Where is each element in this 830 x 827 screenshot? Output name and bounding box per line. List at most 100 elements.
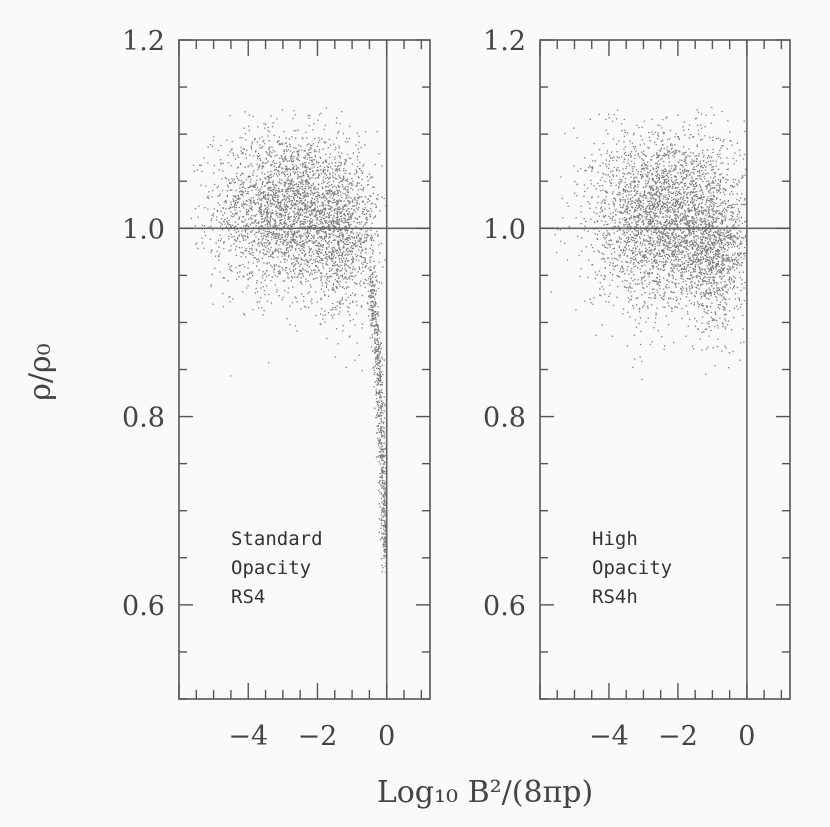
data-point bbox=[379, 344, 381, 346]
data-point bbox=[370, 295, 372, 297]
data-point bbox=[337, 343, 339, 345]
data-point bbox=[253, 199, 255, 202]
data-point bbox=[373, 186, 375, 188]
data-point bbox=[332, 273, 334, 275]
data-point bbox=[334, 261, 336, 263]
data-point bbox=[732, 259, 734, 261]
data-point bbox=[376, 412, 379, 414]
data-point bbox=[298, 211, 300, 213]
data-point bbox=[376, 437, 379, 439]
data-point bbox=[656, 154, 658, 156]
data-point bbox=[322, 231, 325, 233]
data-point bbox=[221, 229, 224, 231]
data-point bbox=[279, 272, 281, 274]
data-point bbox=[372, 305, 374, 307]
data-point bbox=[230, 249, 232, 251]
data-point bbox=[267, 212, 269, 214]
data-point bbox=[349, 302, 351, 305]
data-point bbox=[269, 225, 272, 228]
data-point bbox=[331, 221, 333, 223]
data-point bbox=[695, 212, 697, 214]
data-point bbox=[361, 256, 363, 258]
data-point bbox=[317, 194, 319, 197]
data-point bbox=[643, 222, 645, 224]
data-point bbox=[649, 213, 651, 215]
data-point bbox=[312, 129, 314, 131]
data-point bbox=[336, 249, 339, 252]
data-point bbox=[264, 208, 266, 211]
data-point bbox=[648, 220, 650, 223]
data-point bbox=[301, 202, 303, 205]
data-point bbox=[285, 253, 287, 255]
data-point bbox=[301, 252, 303, 254]
data-point bbox=[314, 269, 316, 271]
data-point bbox=[635, 254, 637, 256]
data-point bbox=[333, 230, 335, 233]
data-point bbox=[324, 240, 326, 242]
data-point bbox=[268, 251, 270, 253]
data-point bbox=[361, 266, 364, 268]
data-point bbox=[310, 300, 312, 303]
data-point bbox=[382, 533, 384, 535]
data-point bbox=[685, 242, 688, 244]
data-point bbox=[344, 254, 346, 256]
data-point bbox=[204, 234, 207, 237]
data-point bbox=[314, 204, 316, 206]
data-point bbox=[663, 269, 665, 271]
data-point bbox=[267, 179, 269, 181]
data-point bbox=[656, 202, 658, 205]
data-point bbox=[315, 265, 317, 267]
data-point bbox=[250, 231, 252, 233]
data-point bbox=[373, 260, 375, 262]
data-point bbox=[371, 314, 373, 316]
data-point bbox=[291, 231, 293, 233]
data-point bbox=[260, 203, 262, 205]
data-point bbox=[321, 275, 323, 277]
data-point bbox=[313, 202, 315, 204]
data-point bbox=[380, 432, 382, 434]
data-point bbox=[304, 242, 306, 244]
data-point bbox=[719, 181, 721, 183]
data-point bbox=[656, 281, 658, 283]
data-point bbox=[369, 276, 372, 278]
data-point bbox=[341, 286, 344, 288]
data-point bbox=[321, 212, 323, 214]
data-point bbox=[313, 236, 315, 239]
data-point bbox=[596, 274, 598, 276]
data-point bbox=[376, 323, 378, 325]
data-point bbox=[268, 130, 271, 133]
data-point bbox=[246, 274, 248, 276]
data-point bbox=[260, 211, 262, 213]
data-point bbox=[278, 236, 280, 238]
data-point bbox=[257, 243, 259, 245]
data-point bbox=[230, 225, 232, 227]
data-point bbox=[660, 268, 662, 270]
data-point bbox=[690, 201, 692, 204]
data-point bbox=[612, 304, 614, 307]
data-point bbox=[575, 195, 578, 197]
data-point bbox=[609, 217, 611, 219]
data-point bbox=[282, 252, 284, 254]
data-point bbox=[235, 195, 237, 197]
data-point bbox=[287, 247, 289, 249]
data-point bbox=[253, 185, 256, 187]
data-point bbox=[250, 199, 252, 202]
data-point bbox=[664, 241, 666, 243]
data-point bbox=[267, 198, 269, 200]
data-point bbox=[663, 252, 665, 254]
data-point bbox=[370, 274, 372, 276]
data-point bbox=[316, 277, 318, 279]
data-point bbox=[256, 194, 258, 196]
data-point bbox=[621, 271, 623, 273]
data-point bbox=[384, 554, 386, 557]
data-point bbox=[351, 231, 353, 233]
data-point bbox=[234, 202, 236, 205]
data-point bbox=[235, 254, 238, 256]
data-point bbox=[237, 237, 239, 239]
data-point bbox=[378, 422, 380, 425]
data-point bbox=[245, 231, 247, 233]
data-point bbox=[618, 185, 620, 188]
data-point bbox=[244, 166, 246, 168]
data-point bbox=[339, 191, 342, 193]
data-point bbox=[266, 263, 268, 265]
